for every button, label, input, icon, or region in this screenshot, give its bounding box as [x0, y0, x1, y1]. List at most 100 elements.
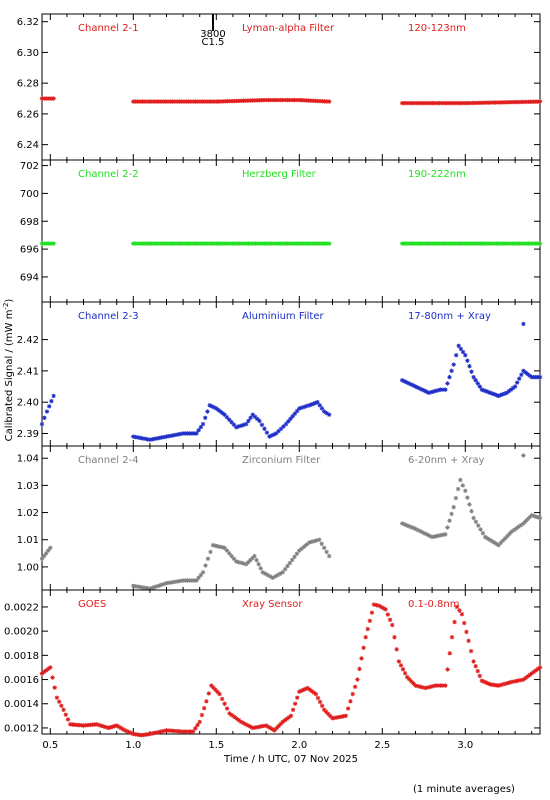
data-point [154, 436, 160, 441]
data-point [404, 241, 410, 246]
data-point [183, 431, 188, 436]
data-point [199, 712, 205, 718]
data-point [96, 722, 102, 728]
data-point [186, 241, 191, 246]
data-point [262, 241, 267, 246]
data-point [407, 100, 412, 106]
data-point [319, 541, 324, 547]
data-point [270, 575, 275, 580]
panel-filter-label: Zirconium Filter [242, 455, 321, 466]
data-point [278, 97, 283, 103]
data-point [236, 98, 242, 104]
data-point [467, 502, 472, 507]
data-point [260, 241, 265, 246]
data-point [452, 241, 458, 246]
y-tick-label: 6.26 [17, 109, 39, 120]
data-point [46, 548, 51, 553]
data-point [189, 578, 195, 583]
data-point [402, 670, 408, 676]
data-point [494, 392, 499, 398]
data-point [263, 97, 269, 103]
data-point [46, 241, 52, 246]
data-point [282, 718, 287, 723]
data-point [41, 553, 47, 559]
data-point [241, 561, 246, 566]
data-point [317, 537, 322, 542]
data-point [429, 534, 435, 540]
data-point [188, 99, 194, 104]
data-point [191, 241, 196, 246]
data-point [500, 100, 505, 105]
data-point [154, 241, 159, 246]
data-point [437, 100, 442, 106]
data-point [211, 99, 217, 104]
data-point [452, 619, 457, 625]
data-point [428, 389, 434, 395]
data-point [483, 534, 488, 540]
data-point [422, 388, 427, 393]
data-point [161, 581, 167, 587]
data-point [227, 241, 233, 246]
data-point [511, 679, 517, 684]
data-point [269, 433, 274, 438]
data-point [480, 531, 486, 536]
data-point [467, 100, 473, 106]
data-point [514, 678, 519, 684]
data-point [181, 241, 187, 246]
data-point [241, 98, 246, 103]
data-point [343, 713, 348, 719]
data-point [516, 99, 522, 105]
data-point [507, 100, 512, 105]
data-point [315, 98, 320, 104]
panel-band-label: 6-20nm + Xray [408, 455, 485, 466]
data-point [193, 726, 198, 731]
data-point [133, 584, 138, 589]
data-point [400, 521, 405, 526]
data-point [252, 553, 257, 559]
data-point [229, 98, 235, 104]
data-point [196, 575, 201, 580]
data-point [194, 578, 199, 583]
data-point [294, 408, 300, 414]
data-point [255, 724, 260, 730]
data-point [537, 665, 543, 670]
data-point [510, 385, 516, 391]
data-point [106, 725, 111, 731]
data-point [264, 241, 270, 246]
data-point [387, 617, 393, 623]
data-point [525, 371, 530, 377]
data-point [433, 683, 438, 688]
data-point [273, 574, 278, 579]
data-point [205, 556, 211, 561]
data-point [443, 387, 448, 392]
data-point [525, 517, 530, 522]
data-point [414, 100, 419, 106]
y-tick-label: 1.02 [17, 508, 39, 519]
data-point [252, 414, 258, 419]
data-point [453, 353, 459, 358]
data-point [149, 241, 154, 246]
data-point [357, 666, 362, 672]
data-point [527, 515, 532, 520]
data-point [535, 666, 541, 672]
data-point [185, 729, 191, 734]
data-point [208, 549, 213, 555]
data-point [473, 241, 478, 246]
data-point [282, 97, 288, 103]
data-point [147, 241, 152, 246]
data-point [464, 629, 469, 635]
x-tick-label: 1.0 [125, 740, 141, 751]
data-point [218, 99, 224, 104]
data-point [313, 400, 318, 406]
data-point [215, 689, 220, 695]
data-point [535, 515, 541, 520]
data-point [336, 714, 342, 720]
data-point [159, 435, 164, 440]
data-point [250, 241, 256, 246]
data-point [164, 581, 169, 586]
data-point [90, 722, 95, 727]
data-point [468, 241, 474, 246]
data-point [482, 241, 488, 246]
data-point [519, 99, 524, 105]
data-point [527, 373, 532, 378]
